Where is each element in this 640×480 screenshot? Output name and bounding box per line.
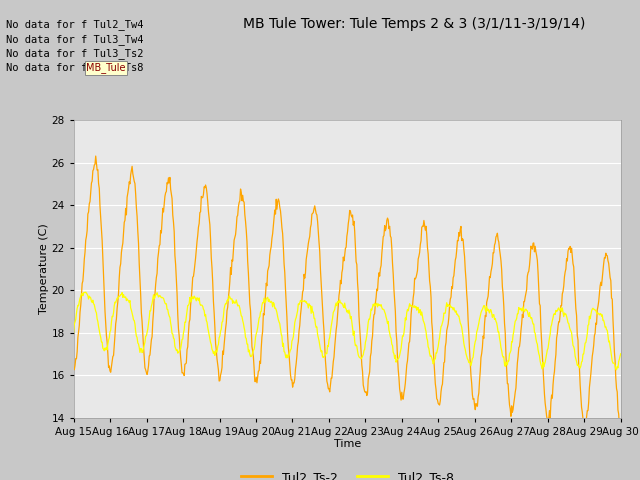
Text: MB_Tule: MB_Tule	[86, 62, 126, 73]
Text: MB Tule Tower: Tule Temps 2 & 3 (3/1/11-3/19/14): MB Tule Tower: Tule Temps 2 & 3 (3/1/11-…	[243, 17, 586, 31]
Text: No data for f Tul3_Ts2: No data for f Tul3_Ts2	[6, 48, 144, 59]
Text: No data for f Tul3_Ts8: No data for f Tul3_Ts8	[6, 62, 144, 73]
Text: No data for f Tul2_Tw4: No data for f Tul2_Tw4	[6, 19, 144, 30]
Text: No data for f Tul3_Tw4: No data for f Tul3_Tw4	[6, 34, 144, 45]
Y-axis label: Temperature (C): Temperature (C)	[38, 223, 49, 314]
Legend: Tul2_Ts-2, Tul2_Ts-8: Tul2_Ts-2, Tul2_Ts-8	[236, 466, 459, 480]
X-axis label: Time: Time	[333, 439, 361, 449]
